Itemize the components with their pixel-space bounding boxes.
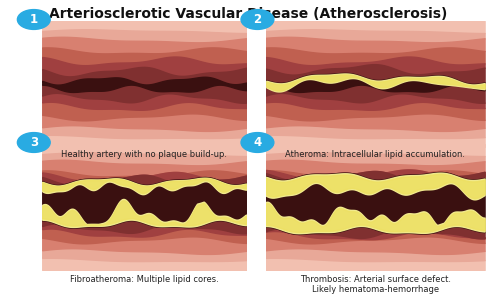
Text: Healthy artery with no plaque build-up.: Healthy artery with no plaque build-up. xyxy=(61,150,227,159)
Text: 3: 3 xyxy=(30,136,38,149)
Text: 2: 2 xyxy=(253,13,261,26)
Text: 4: 4 xyxy=(253,136,261,149)
Text: Fibroatheroma: Multiple lipid cores.: Fibroatheroma: Multiple lipid cores. xyxy=(70,274,219,284)
Text: Atheroma: Intracellular lipid accumulation.: Atheroma: Intracellular lipid accumulati… xyxy=(285,150,465,159)
Text: 1: 1 xyxy=(30,13,38,26)
Text: Arteriosclerotic Vascular Disease (Atherosclerosis): Arteriosclerotic Vascular Disease (Ather… xyxy=(49,8,448,22)
Text: Thrombosis: Arterial surface defect.
Likely hematoma-hemorrhage: Thrombosis: Arterial surface defect. Lik… xyxy=(300,274,451,294)
